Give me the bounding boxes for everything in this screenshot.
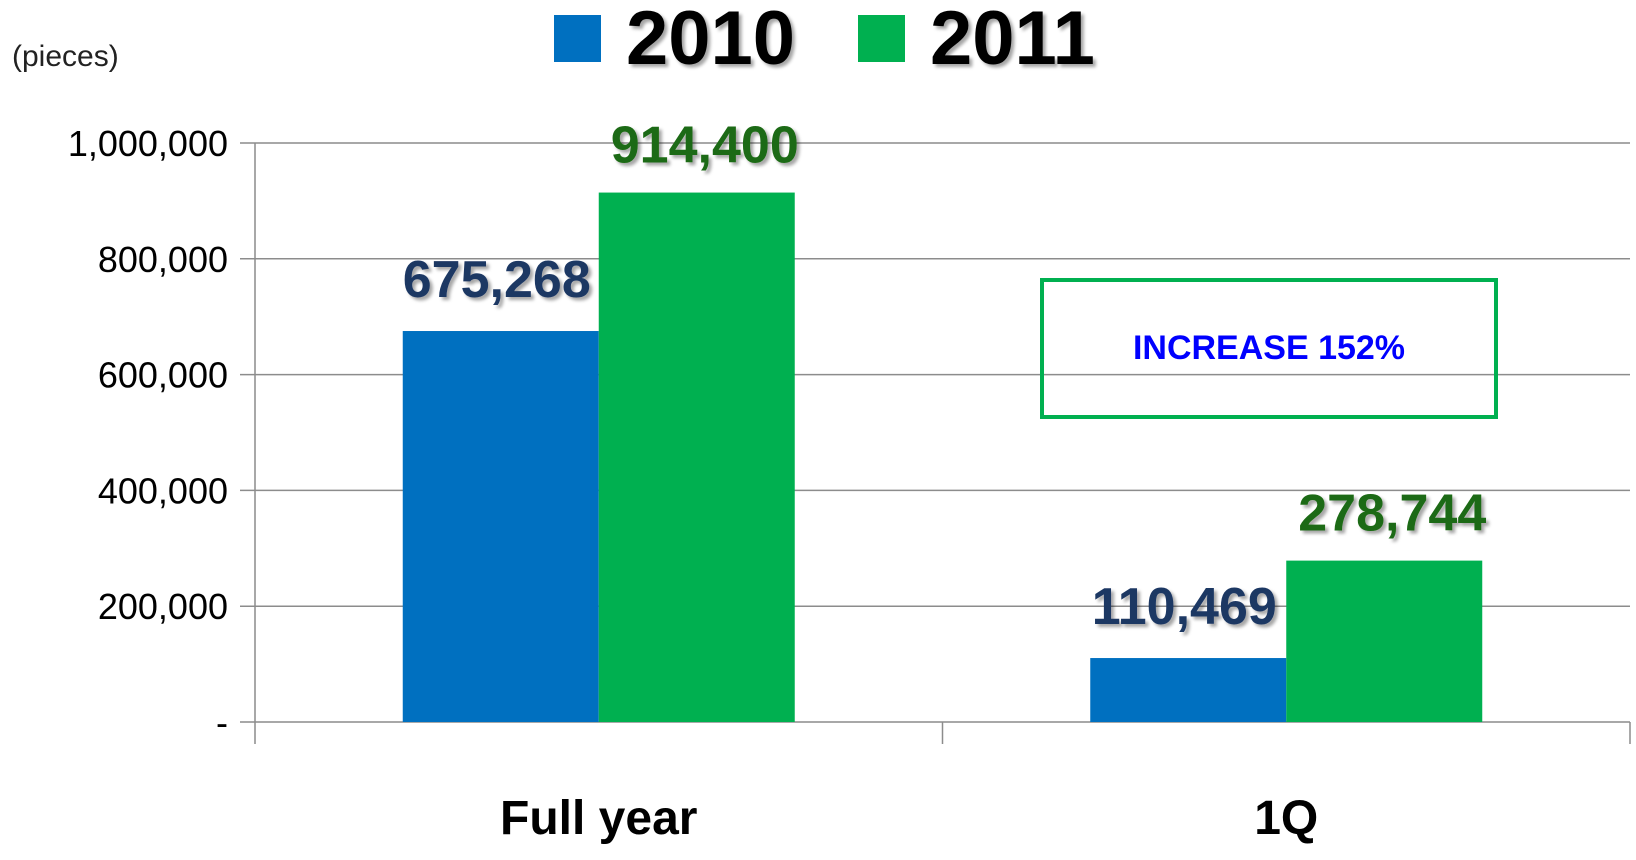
bars — [402, 192, 1483, 723]
bar-2011 — [1286, 560, 1483, 722]
legend-label-2011: 2011 — [930, 0, 1095, 81]
bar-2010 — [402, 331, 599, 722]
y-tick-label: 400,000 — [98, 470, 228, 511]
data-label-2010: 110,469 — [1092, 578, 1277, 636]
axes: - 200,000 400,000 600,000 800,000 1,000,000 Fu… — [68, 123, 1631, 845]
data-label-2011: 914,400 — [611, 117, 799, 175]
y-tick-label: 200,000 — [98, 586, 228, 627]
bar-2010 — [1090, 658, 1287, 722]
legend: 2010 2011 — [554, 0, 1095, 81]
y-tick-label: 1,000,000 — [68, 123, 228, 164]
bar-2011 — [598, 192, 795, 723]
data-label-2010: 675,268 — [403, 251, 591, 309]
annotation-box — [1040, 278, 1498, 419]
data-labels: 675,268 914,400 110,469 278,744 — [403, 117, 1487, 636]
annotation-text: INCREASE 152% — [1133, 329, 1405, 367]
data-label-2011: 278,744 — [1298, 485, 1486, 543]
legend-label-2010: 2010 — [626, 0, 795, 81]
x-category-label: Full year — [500, 792, 697, 845]
legend-swatch-2011 — [858, 15, 905, 62]
y-tick-label: 600,000 — [98, 355, 228, 396]
legend-swatch-2010 — [554, 15, 601, 62]
y-tick-label: - — [216, 702, 228, 743]
unit-label: (pieces) — [12, 40, 119, 73]
annotation: INCREASE 152% — [1040, 278, 1498, 419]
x-category-label: 1Q — [1254, 792, 1318, 845]
y-tick-label: 800,000 — [98, 239, 228, 280]
